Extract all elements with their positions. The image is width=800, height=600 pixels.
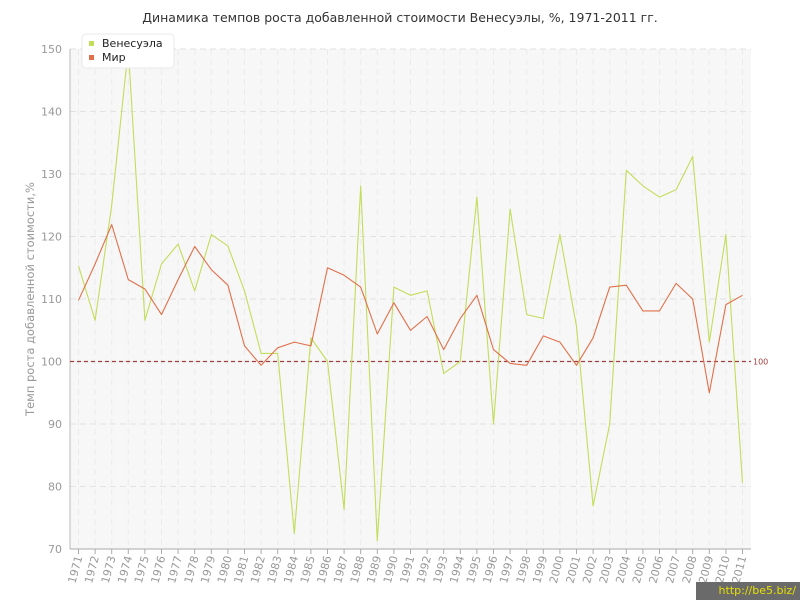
- y-tick-label: 100: [41, 356, 62, 369]
- reference-line-label: 100: [753, 358, 768, 367]
- y-tick-label: 120: [41, 231, 62, 244]
- chart-title: Динамика темпов роста добавленной стоимо…: [142, 10, 658, 25]
- y-tick-label: 90: [48, 418, 62, 431]
- series-line-venezuela: [77, 48, 744, 542]
- y-tick-label: 80: [48, 481, 62, 494]
- y-tick-label: 70: [48, 543, 62, 556]
- reference-line-group: 100: [70, 358, 768, 367]
- axes: 7080901001101201301401501971197219731974…: [41, 43, 751, 585]
- y-tick-label: 110: [41, 293, 62, 306]
- y-tick-label: 130: [41, 168, 62, 181]
- legend-box: [81, 33, 175, 69]
- grid: [70, 48, 751, 549]
- legend-label-mir: Мир: [102, 51, 126, 64]
- watermark[interactable]: http://be5.biz/: [696, 582, 800, 600]
- series-line-mir: [77, 224, 743, 394]
- series-layer: [77, 48, 744, 542]
- y-tick-label: 150: [41, 43, 62, 56]
- y-axis-label: Темп роста добавленной стоимости,%: [23, 182, 37, 417]
- legend-swatch-venezuela: [89, 41, 94, 46]
- y-tick-label: 140: [41, 106, 62, 119]
- legend-label-venezuela: Венесуэла: [102, 37, 163, 50]
- legend-swatch-mir: [89, 55, 94, 60]
